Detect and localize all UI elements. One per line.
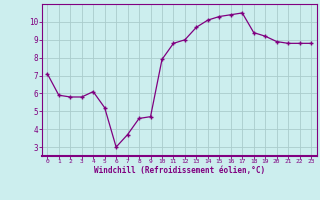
X-axis label: Windchill (Refroidissement éolien,°C): Windchill (Refroidissement éolien,°C) [94,166,265,175]
